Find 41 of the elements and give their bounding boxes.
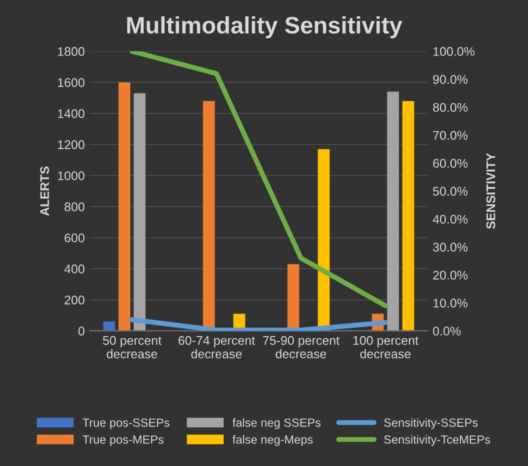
bar — [318, 149, 330, 331]
y-tick-label: 1200 — [58, 140, 84, 150]
legend-label: True pos-MEPs — [82, 435, 164, 446]
y2-tick-label: 40.0% — [432, 214, 468, 224]
y-tick-label: 1000 — [58, 171, 84, 180]
x-tick-label: 60-74 percent decrease — [178, 336, 255, 358]
chart-title: Multimodality Sensitivity — [127, 16, 402, 38]
legend-label: True pos-SSEPs — [82, 418, 170, 430]
y2-tick-label: 100.0% — [433, 47, 474, 56]
x-tick-label: 50 percent decrease — [102, 336, 162, 358]
x-tick-label: 75-90 percent decrease — [263, 336, 340, 358]
x-tick-label: 100 percent decrease — [353, 336, 418, 358]
y-tick-label: 1400 — [58, 109, 84, 118]
y2-tick-label: 30.0% — [433, 242, 468, 252]
y2-tick-label: 10.0% — [433, 298, 468, 308]
legend-label: Sensitivity-TceMEPs — [384, 435, 490, 446]
y2-tick-label: 90.0% — [433, 75, 468, 84]
legend-label: Sensitivity-SSEPs — [384, 418, 478, 430]
y-tick-label: 800 — [64, 202, 84, 212]
bar — [134, 93, 146, 331]
legend-label: false neg SSEPs — [232, 418, 321, 430]
y2-tick-label: 20.0% — [433, 270, 468, 280]
bar — [118, 82, 130, 331]
line-series — [130, 51, 388, 308]
y-tick-label: 0 — [78, 326, 84, 336]
legend-label: false neg-Meps — [232, 435, 313, 446]
y-tick-label: 1600 — [58, 78, 84, 87]
bar — [402, 100, 414, 331]
y-axis-title: ALERTS — [40, 166, 50, 216]
y2-tick-label: 50.0% — [433, 186, 468, 196]
y-tick-label: 600 — [64, 233, 84, 242]
y2-axis-title: SENSITIVITY — [486, 153, 496, 229]
bar — [387, 92, 399, 331]
bar — [103, 322, 116, 331]
y-tick-label: 1800 — [58, 47, 84, 56]
y2-tick-label: 80.0% — [433, 102, 468, 112]
y-tick-label: 200 — [64, 296, 84, 304]
y2-tick-label: 70.0% — [433, 130, 468, 140]
y2-tick-label: 60.0% — [433, 158, 468, 168]
y2-tick-label: 0.0% — [433, 326, 461, 336]
y-tick-label: 400 — [64, 264, 84, 274]
